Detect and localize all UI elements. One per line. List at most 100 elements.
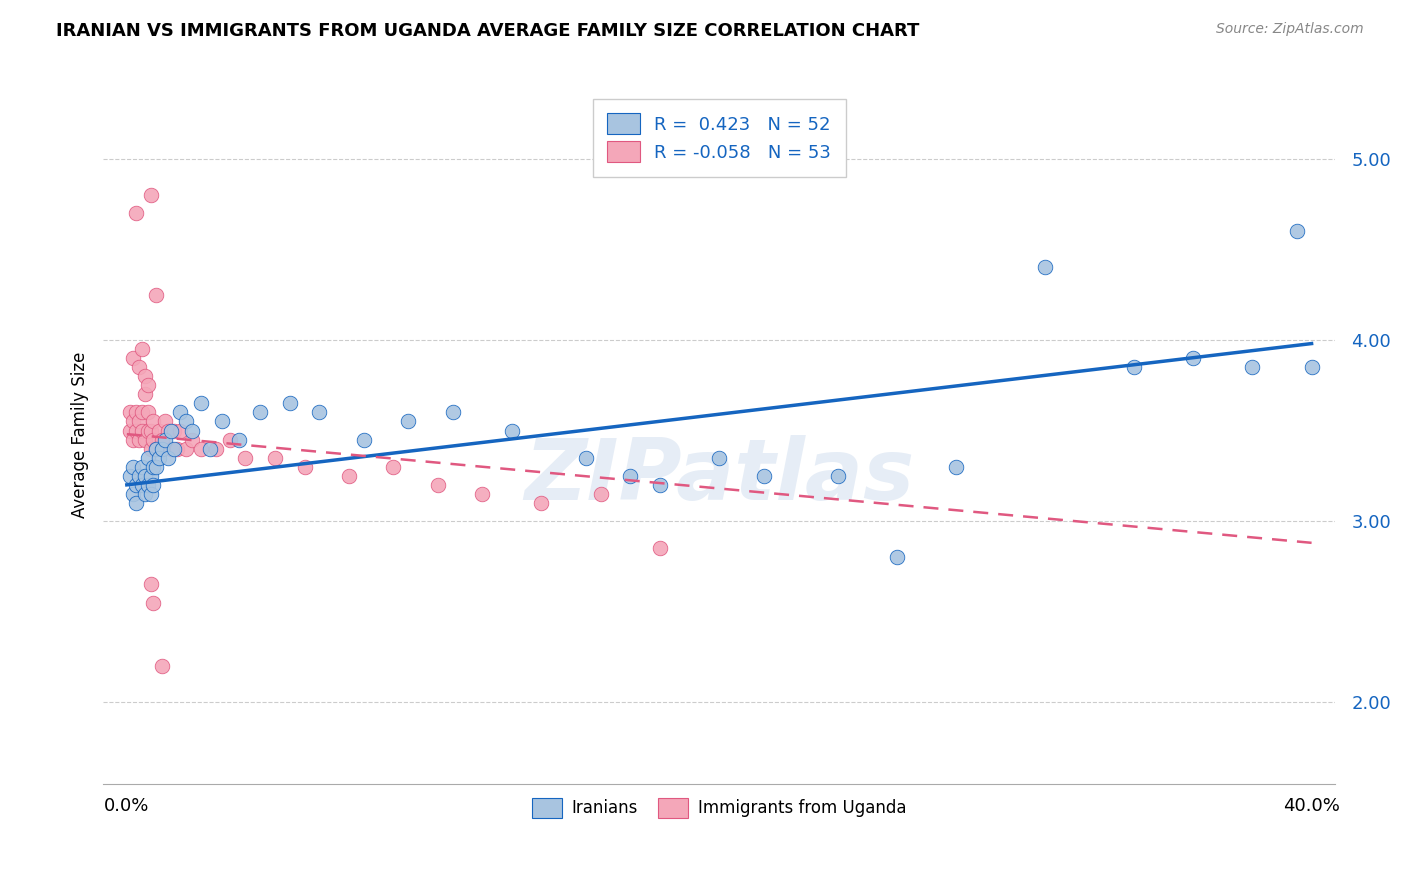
Point: [589, 487, 612, 501]
Point: [142, 459, 165, 474]
Point: [249, 405, 271, 419]
Y-axis label: Average Family Size: Average Family Size: [72, 351, 89, 518]
Point: [121, 433, 143, 447]
Point: [174, 442, 197, 456]
Point: [142, 414, 165, 428]
Point: [396, 414, 419, 428]
Point: [219, 433, 242, 447]
Point: [118, 424, 141, 438]
Point: [145, 459, 167, 474]
Point: [142, 478, 165, 492]
Point: [125, 424, 148, 438]
Point: [382, 459, 405, 474]
Point: [125, 405, 148, 419]
Point: [136, 378, 159, 392]
Point: [131, 459, 153, 474]
Point: [131, 424, 153, 438]
Point: [121, 414, 143, 428]
Point: [157, 424, 180, 438]
Point: [1301, 360, 1323, 375]
Point: [353, 433, 375, 447]
Point: [142, 433, 165, 447]
Point: [128, 433, 150, 447]
Text: IRANIAN VS IMMIGRANTS FROM UGANDA AVERAGE FAMILY SIZE CORRELATION CHART: IRANIAN VS IMMIGRANTS FROM UGANDA AVERAG…: [56, 22, 920, 40]
Point: [308, 405, 330, 419]
Point: [174, 414, 197, 428]
Point: [136, 450, 159, 465]
Point: [136, 405, 159, 419]
Point: [118, 468, 141, 483]
Point: [530, 496, 553, 510]
Point: [139, 487, 162, 501]
Point: [169, 424, 191, 438]
Point: [145, 442, 167, 456]
Point: [264, 450, 287, 465]
Point: [441, 405, 464, 419]
Point: [155, 414, 177, 428]
Point: [131, 478, 153, 492]
Point: [648, 541, 671, 556]
Point: [1122, 360, 1144, 375]
Point: [145, 442, 167, 456]
Point: [163, 442, 186, 456]
Point: [278, 396, 301, 410]
Text: ZIPatlas: ZIPatlas: [524, 435, 914, 518]
Point: [501, 424, 523, 438]
Point: [204, 442, 226, 456]
Point: [337, 468, 360, 483]
Point: [169, 405, 191, 419]
Point: [150, 659, 173, 673]
Point: [648, 478, 671, 492]
Point: [145, 287, 167, 301]
Point: [1285, 224, 1308, 238]
Point: [128, 360, 150, 375]
Point: [131, 342, 153, 356]
Point: [709, 450, 731, 465]
Point: [827, 468, 849, 483]
Point: [166, 442, 188, 456]
Point: [190, 396, 212, 410]
Point: [619, 468, 641, 483]
Point: [128, 468, 150, 483]
Point: [233, 450, 256, 465]
Point: [134, 369, 156, 384]
Point: [752, 468, 775, 483]
Point: [155, 433, 177, 447]
Point: [575, 450, 598, 465]
Point: [139, 577, 162, 591]
Point: [134, 433, 156, 447]
Point: [1241, 360, 1264, 375]
Point: [150, 433, 173, 447]
Point: [228, 433, 250, 447]
Point: [125, 496, 148, 510]
Point: [181, 424, 204, 438]
Point: [148, 424, 170, 438]
Point: [139, 424, 162, 438]
Point: [125, 206, 148, 220]
Point: [118, 405, 141, 419]
Point: [294, 459, 316, 474]
Point: [142, 596, 165, 610]
Point: [136, 424, 159, 438]
Point: [121, 459, 143, 474]
Point: [1182, 351, 1205, 365]
Text: Source: ZipAtlas.com: Source: ZipAtlas.com: [1216, 22, 1364, 37]
Point: [190, 442, 212, 456]
Point: [157, 450, 180, 465]
Legend: Iranians, Immigrants from Uganda: Iranians, Immigrants from Uganda: [524, 791, 914, 824]
Point: [131, 405, 153, 419]
Point: [886, 550, 908, 565]
Point: [426, 478, 449, 492]
Point: [148, 450, 170, 465]
Point: [160, 442, 183, 456]
Point: [134, 468, 156, 483]
Point: [139, 468, 162, 483]
Point: [471, 487, 494, 501]
Point: [211, 414, 233, 428]
Point: [128, 414, 150, 428]
Point: [160, 424, 183, 438]
Point: [136, 478, 159, 492]
Point: [139, 188, 162, 202]
Point: [163, 424, 186, 438]
Point: [139, 442, 162, 456]
